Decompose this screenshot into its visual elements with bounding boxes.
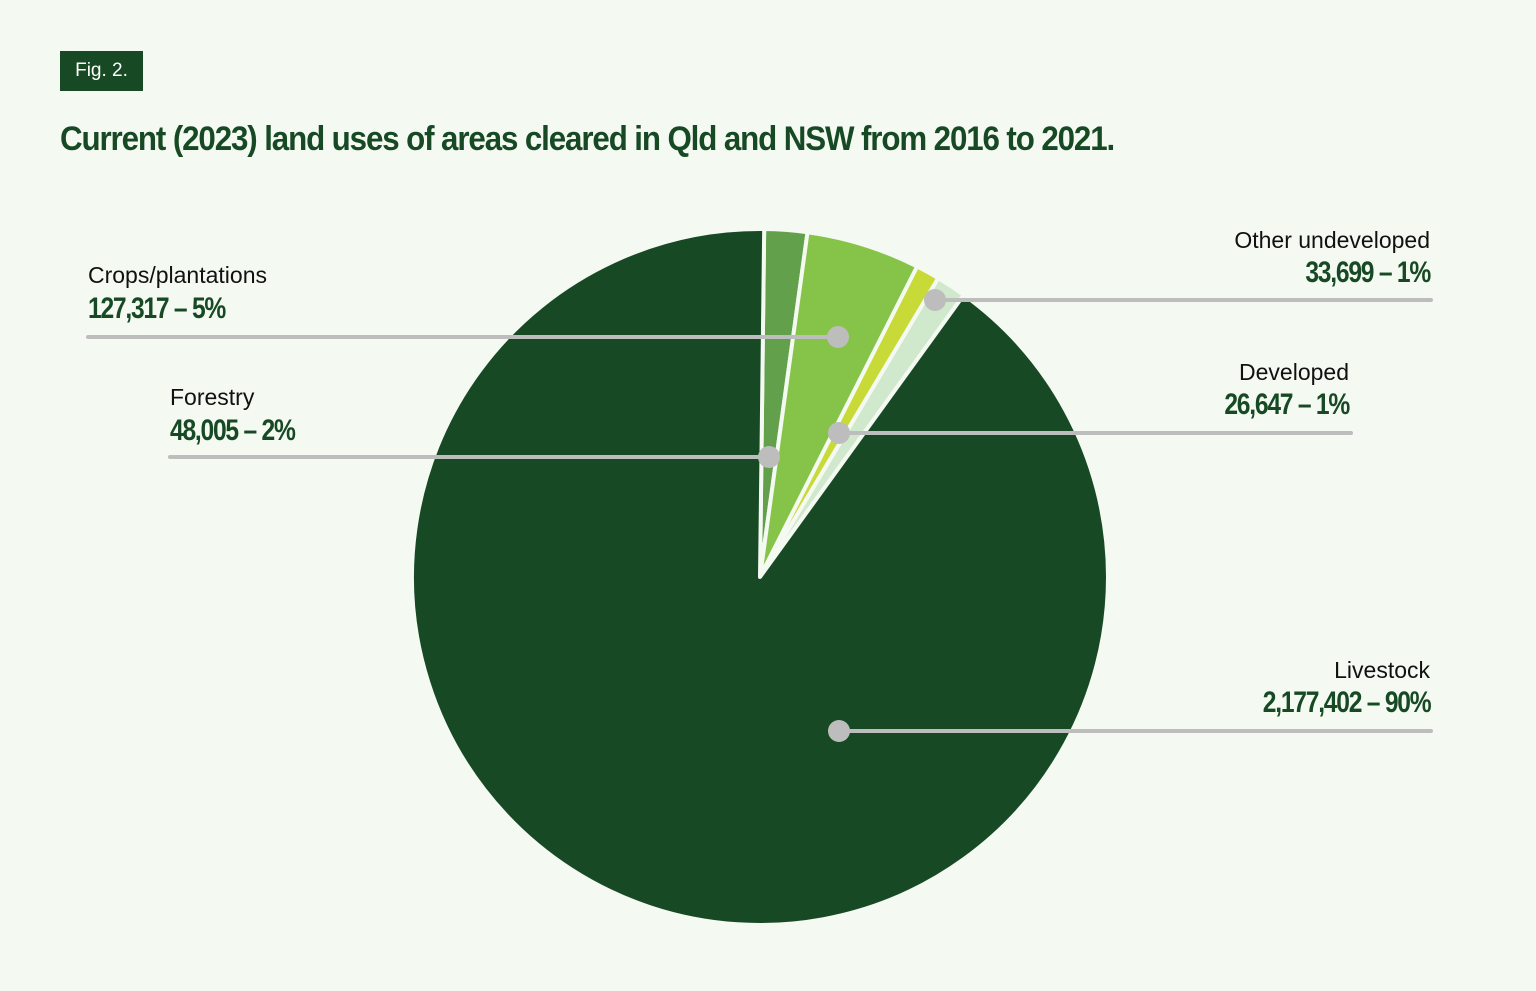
pie-slice-livestock [410,227,1110,927]
figure-label: Fig. 2. [60,51,143,91]
value-developed: 26,647 – 1% [1224,388,1350,421]
leader-dot-crops [827,326,849,348]
leader-dot-livestock [828,720,850,742]
value-other-undeveloped: 33,699 – 1% [1305,256,1431,289]
leader-dot-developed [828,422,850,444]
label-other-undeveloped: Other undeveloped [1234,227,1430,253]
value-crops: 127,317 – 5% [88,292,226,325]
label-livestock: Livestock [1334,657,1430,683]
label-developed: Developed [1239,359,1349,385]
leader-dot-forestry [758,446,780,468]
leader-dot-other-undeveloped [924,289,946,311]
label-crops: Crops/plantations [88,262,267,288]
value-forestry: 48,005 – 2% [170,414,296,447]
label-forestry: Forestry [170,384,255,410]
value-livestock: 2,177,402 – 90% [1262,686,1431,719]
chart-title: Current (2023) land uses of areas cleare… [60,120,1115,158]
